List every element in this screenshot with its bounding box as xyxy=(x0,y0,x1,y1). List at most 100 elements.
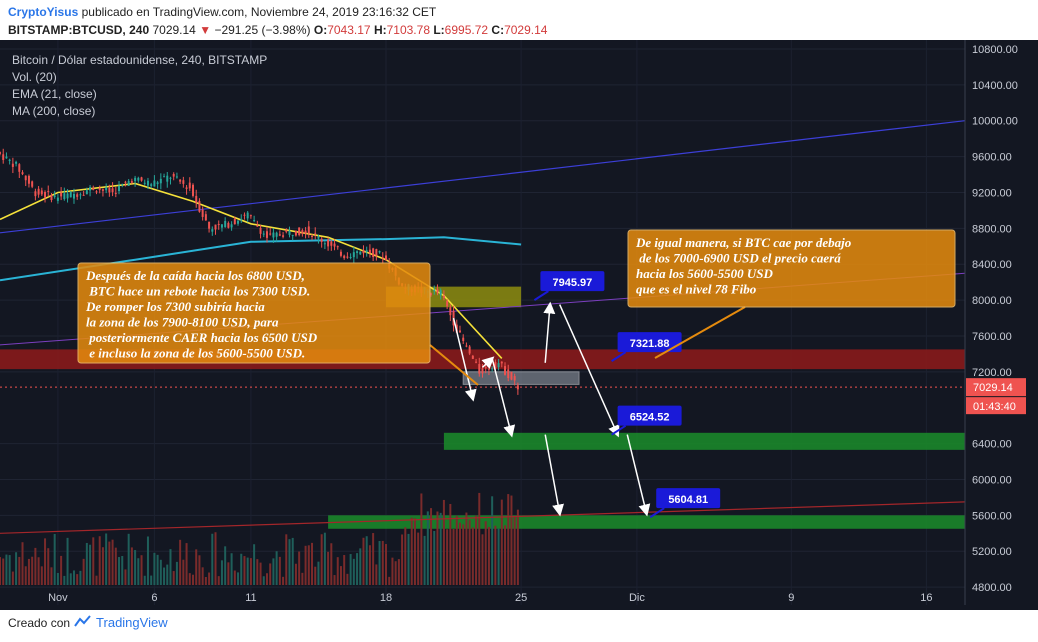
y-tick-label: 10800.00 xyxy=(972,44,1018,56)
annotation-box xyxy=(627,229,956,308)
legend-ema: EMA (21, close) xyxy=(12,87,97,101)
volume-bar xyxy=(34,547,37,585)
price-chart[interactable]: 7945.97 7321.88 6524.52 5604.81 Después de … xyxy=(0,40,1038,610)
volume-bar xyxy=(317,561,320,585)
volume-bar xyxy=(188,573,191,585)
volume-bar xyxy=(314,566,317,585)
volume-bar xyxy=(72,570,75,585)
volume-bar xyxy=(208,572,211,585)
candle-body xyxy=(156,182,159,185)
candle-body xyxy=(18,164,21,172)
candle-body xyxy=(53,195,56,198)
x-tick-label: 25 xyxy=(515,592,527,604)
volume-bar xyxy=(230,553,233,585)
volume-bar xyxy=(516,509,519,585)
candle-body xyxy=(500,361,503,364)
candle-body xyxy=(365,250,368,252)
volume-bar xyxy=(53,533,56,585)
candle-body xyxy=(510,371,513,380)
candle-body xyxy=(24,175,27,181)
candle-body xyxy=(246,212,249,219)
volume-bar xyxy=(385,544,387,585)
candle-body xyxy=(153,180,156,187)
volume-bar xyxy=(82,558,85,585)
candle-body xyxy=(317,236,320,239)
volume-bar xyxy=(179,539,182,585)
candle-body xyxy=(265,231,268,238)
volume-bar xyxy=(224,546,227,585)
candle-body xyxy=(37,188,40,195)
volume-bar xyxy=(346,573,349,585)
x-tick-label: 18 xyxy=(380,592,392,604)
y-tick-label: 7200.00 xyxy=(972,367,1012,379)
published-text: publicado en TradingView.com, Noviembre … xyxy=(81,5,437,19)
volume-bar xyxy=(323,532,326,585)
volume-bar xyxy=(291,537,294,585)
candle-body xyxy=(282,235,285,237)
y-tick-label: 8800.00 xyxy=(972,223,1012,235)
volume-bar xyxy=(217,576,220,585)
candle-body xyxy=(285,229,288,232)
volume-bar xyxy=(430,508,433,585)
high-label: H: xyxy=(373,23,387,37)
candle-body xyxy=(269,233,272,235)
zone-green xyxy=(443,432,965,450)
volume-bar xyxy=(500,499,503,585)
candle-body xyxy=(227,222,230,228)
candle-body xyxy=(372,248,375,257)
tradingview-link[interactable]: TradingView xyxy=(96,615,168,630)
candle-body xyxy=(137,177,140,181)
candle-body xyxy=(118,185,121,192)
volume-bar xyxy=(137,558,140,585)
volume-bar xyxy=(391,557,394,585)
volume-bar xyxy=(143,575,146,585)
volume-bar xyxy=(513,516,516,585)
author-link[interactable]: CryptoYisus xyxy=(8,5,79,19)
volume-bar xyxy=(487,526,490,585)
candle-body xyxy=(442,296,445,298)
volume-bar xyxy=(111,539,114,585)
volume-bar xyxy=(339,566,342,585)
volume-bar xyxy=(108,541,111,585)
volume-bar xyxy=(182,559,185,585)
candle-body xyxy=(307,226,310,234)
forecast-arrow xyxy=(491,358,516,438)
candle-body xyxy=(192,184,194,196)
volume-bar xyxy=(272,558,275,585)
candle-body xyxy=(105,187,108,191)
candle-body xyxy=(278,234,281,236)
last-price: 7029.14 xyxy=(152,23,196,37)
candle-body xyxy=(323,243,326,245)
volume-bar xyxy=(121,555,124,585)
volume-bar xyxy=(156,554,159,585)
candle-body xyxy=(15,161,18,164)
last-price-tag: 7029.14 xyxy=(973,382,1013,394)
volume-bar xyxy=(442,499,445,585)
price-label-text: 6524.52 xyxy=(630,412,670,424)
volume-bar xyxy=(497,528,500,585)
y-tick-label: 8000.00 xyxy=(972,295,1012,307)
candle-body xyxy=(82,194,85,196)
volume-bar xyxy=(436,511,439,585)
volume-bar xyxy=(320,534,323,585)
volume-bar xyxy=(175,561,178,585)
candle-body xyxy=(339,251,342,256)
volume-bar xyxy=(465,512,468,585)
volume-bars xyxy=(0,492,519,585)
volume-bar xyxy=(204,576,207,585)
candle-body xyxy=(201,209,204,217)
volume-bar xyxy=(79,570,82,585)
volume-bar xyxy=(101,547,104,585)
volume-bar xyxy=(282,576,285,585)
candle-body xyxy=(150,184,153,186)
candle-body xyxy=(475,361,478,363)
volume-bar xyxy=(378,541,381,585)
candle-body xyxy=(468,346,471,354)
candle-body xyxy=(378,251,381,253)
volume-bar xyxy=(368,545,371,585)
volume-bar xyxy=(44,538,47,585)
volume-bar xyxy=(491,496,494,585)
candle-body xyxy=(494,362,497,369)
volume-bar xyxy=(349,554,352,585)
candle-body xyxy=(217,224,220,226)
